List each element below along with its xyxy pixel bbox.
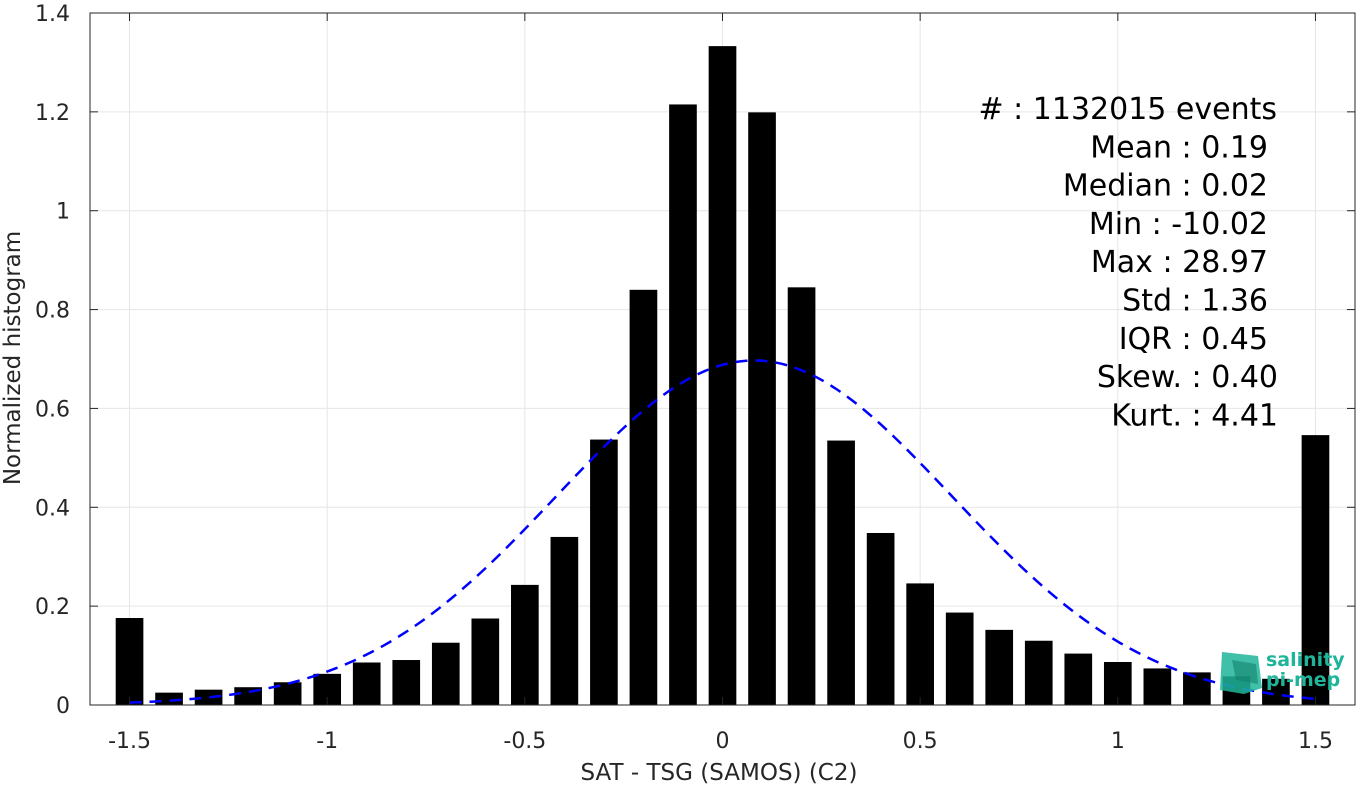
histogram-bar <box>115 618 144 705</box>
histogram-bar <box>1064 653 1093 705</box>
histogram-bar <box>945 612 974 705</box>
y-axis-ticks: 0 0.2 0.4 0.6 0.8 1 1.2 1.4 <box>35 2 1355 719</box>
histogram-bar <box>155 692 183 705</box>
y-tick-label: 1.4 <box>35 2 70 27</box>
histogram-bar <box>629 289 658 705</box>
histogram-bar <box>471 618 500 705</box>
histogram-bar <box>273 682 302 705</box>
histogram-bar <box>550 536 579 705</box>
histogram-bar <box>748 112 776 705</box>
x-tick-label: 0.5 <box>903 729 938 754</box>
x-axis-ticks: -1.5 -1 -0.5 0 0.5 1 1.5 <box>108 13 1333 754</box>
stats-line: Median : 0.02 <box>1063 169 1268 204</box>
bars <box>115 46 1330 706</box>
logo-text-salinity: salinity <box>1266 649 1345 671</box>
histogram-bar <box>352 662 381 705</box>
histogram-bar <box>669 104 697 705</box>
histogram-bar <box>708 46 737 706</box>
salinity-pimep-logo: salinity pi-mep <box>1220 649 1345 694</box>
x-tick-label: 0 <box>716 729 730 754</box>
logo-text-pimep: pi-mep <box>1266 669 1340 691</box>
gaussian-fit-curve <box>129 359 1316 704</box>
x-tick-label: 1.5 <box>1298 729 1333 754</box>
histogram-bar <box>1143 668 1172 705</box>
y-tick-label: 0.4 <box>35 496 70 521</box>
histogram-bar <box>906 583 934 705</box>
histogram-bar <box>590 439 618 705</box>
x-tick-label: 1 <box>1111 729 1125 754</box>
x-tick-label: -0.5 <box>503 729 546 754</box>
logo-icon-facet <box>1232 660 1258 684</box>
stats-line: Min : -10.02 <box>1089 207 1268 242</box>
histogram-bar <box>392 660 421 705</box>
x-tick-label: -1 <box>316 729 338 754</box>
histogram-bar <box>866 532 895 705</box>
histogram-bar <box>1183 672 1211 705</box>
y-tick-label: 0 <box>56 694 70 719</box>
histogram-bar <box>1024 640 1053 705</box>
y-tick-label: 0.2 <box>35 595 70 620</box>
histogram-bar <box>1301 435 1330 705</box>
stats-line: IQR : 0.45 <box>1119 322 1268 357</box>
histogram-bar <box>827 440 855 705</box>
y-tick-label: 0.8 <box>35 299 70 324</box>
histogram-bar <box>511 584 539 705</box>
y-tick-label: 1 <box>56 200 70 225</box>
histogram-bar <box>194 689 223 705</box>
histogram-bar <box>431 642 460 705</box>
y-tick-label: 0.6 <box>35 397 70 422</box>
stats-line: Mean : 0.19 <box>1090 130 1268 165</box>
histogram-bar <box>787 287 816 705</box>
stats-line: Max : 28.97 <box>1091 245 1268 280</box>
histogram-bar <box>985 629 1014 705</box>
y-tick-label: 1.2 <box>35 101 70 126</box>
stats-line: # : 1132015 events <box>978 92 1277 127</box>
stats-line: Std : 1.36 <box>1122 284 1268 319</box>
y-axis-label: Normalized histogram <box>0 231 26 485</box>
stats-line: Skew. : 0.40 <box>1097 360 1278 395</box>
x-tick-label: -1.5 <box>108 729 151 754</box>
x-axis-label: SAT - TSG (SAMOS) (C2) <box>581 760 858 785</box>
stats-line: Kurt. : 4.41 <box>1111 398 1278 433</box>
